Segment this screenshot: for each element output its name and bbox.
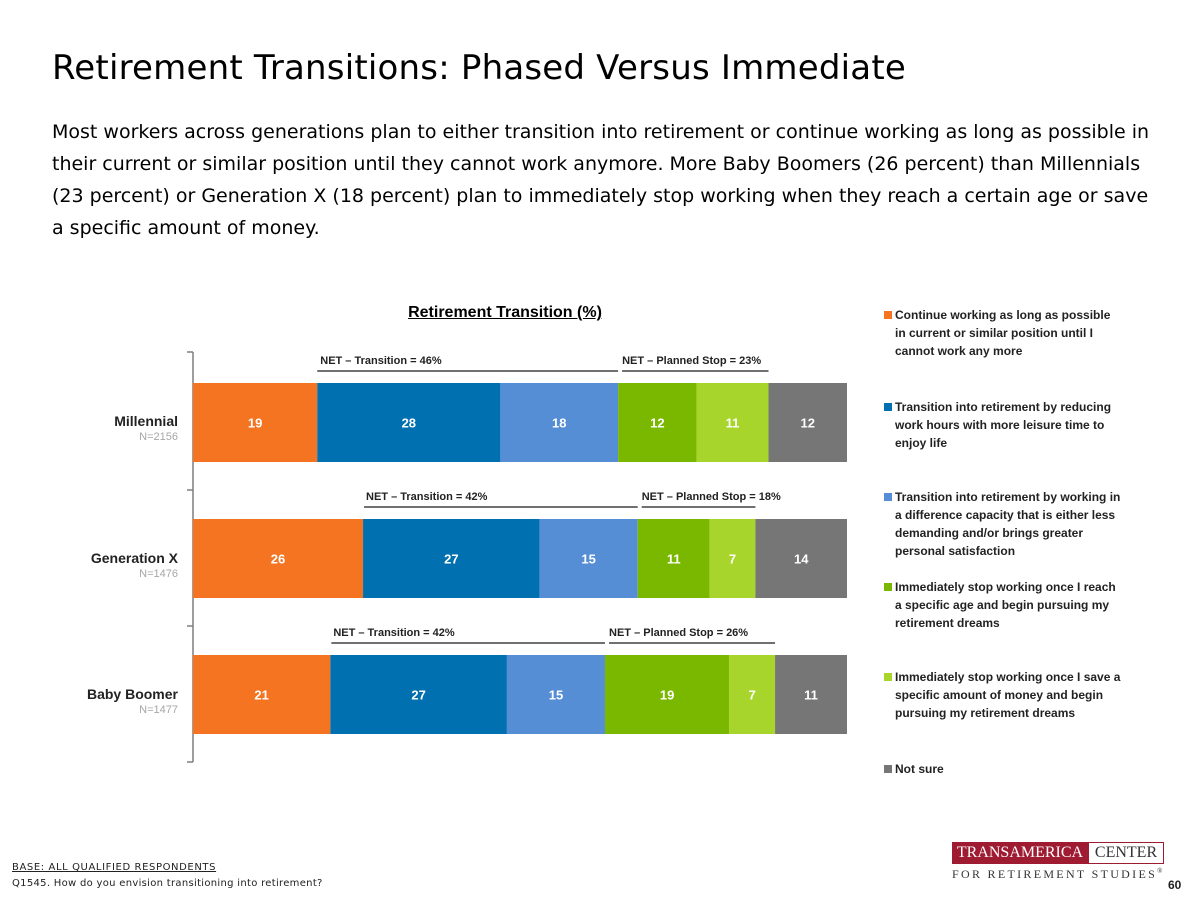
data-label: 27	[444, 552, 458, 567]
legend-label: Immediately stop working once I save a s…	[895, 670, 1121, 720]
bar-segment	[193, 519, 364, 598]
legend-label: Not sure	[895, 762, 944, 776]
page-subtitle: Most workers across generations plan to …	[52, 121, 1150, 239]
category-label: Baby Boomer	[86, 686, 178, 702]
page-number: 60	[1168, 878, 1182, 892]
data-label: 12	[801, 416, 815, 431]
bar-segment	[605, 655, 730, 734]
legend-swatch	[884, 765, 892, 773]
data-label: 7	[749, 688, 756, 703]
bar-segment	[539, 519, 638, 598]
data-label: 28	[402, 416, 416, 431]
data-label: 21	[254, 688, 268, 703]
data-label: 27	[411, 688, 425, 703]
logo-tagline: FOR RETIREMENT STUDIES®	[952, 867, 1168, 882]
data-label: 15	[581, 552, 595, 567]
data-label: 12	[650, 416, 664, 431]
row-label-generation-x: Generation X N=1476	[40, 550, 178, 580]
bar-segment	[330, 655, 507, 734]
sample-size-label: N=2156	[139, 431, 178, 443]
sample-size-label: N=1477	[139, 704, 178, 716]
net-transition-label: NET – Transition = 42%	[333, 627, 455, 639]
logo-name-part1: TRANSAMERICA	[952, 842, 1088, 864]
sample-size-label: N=1476	[139, 568, 178, 580]
net-planned-stop-label: NET – Planned Stop = 26%	[609, 627, 748, 639]
legend-swatch	[884, 403, 892, 411]
legend-item-stop-at-savings: Immediately stop working once I save a s…	[884, 668, 1124, 722]
legend-label: Continue working as long as possible in …	[895, 308, 1111, 358]
transamerica-logo: TRANSAMERICA CENTER FOR RETIREMENT STUDI…	[952, 842, 1168, 882]
base-note: BASE: ALL QUALIFIED RESPONDENTS	[12, 862, 217, 873]
row-label-millennial: Millennial N=2156	[40, 413, 178, 443]
data-label: 14	[794, 552, 809, 567]
legend-label: Transition into retirement by working in…	[895, 490, 1121, 558]
legend-item-stop-at-age: Immediately stop working once I reach a …	[884, 578, 1124, 632]
legend-item-reduce-hours: Transition into retirement by reducing w…	[884, 398, 1124, 452]
bar-segment	[618, 383, 697, 462]
bar-segment	[637, 519, 710, 598]
question-note: Q1545. How do you envision transitioning…	[12, 878, 323, 889]
bar-segment	[317, 383, 501, 462]
logo-mark: ®	[1157, 867, 1163, 875]
legend-swatch	[884, 583, 892, 591]
data-label: 7	[729, 552, 736, 567]
net-planned-stop-label: NET – Planned Stop = 23%	[622, 355, 761, 367]
data-label: 11	[726, 416, 740, 431]
legend-item-different-capacity: Transition into retirement by working in…	[884, 488, 1124, 560]
data-label: 15	[549, 688, 563, 703]
legend-swatch	[884, 673, 892, 681]
data-label: 19	[248, 416, 262, 431]
legend-label: Transition into retirement by reducing w…	[895, 400, 1112, 450]
bar-segment	[709, 519, 756, 598]
data-label: 11	[804, 688, 818, 703]
logo-name-part2: CENTER	[1088, 842, 1164, 864]
bar-segment	[729, 655, 776, 734]
category-label: Generation X	[90, 550, 178, 566]
row-label-baby-boomer: Baby Boomer N=1477	[40, 686, 178, 716]
bar-segment	[363, 519, 540, 598]
legend-item-not-sure: Not sure	[884, 760, 1124, 778]
bar-segment	[193, 383, 318, 462]
net-transition-label: NET – Transition = 46%	[320, 355, 442, 367]
data-label: 19	[660, 688, 674, 703]
legend-swatch	[884, 493, 892, 501]
bar-segment	[755, 519, 847, 598]
bar-segment	[768, 383, 847, 462]
data-label: 11	[667, 552, 681, 567]
net-transition-label: NET – Transition = 42%	[366, 491, 488, 503]
data-label: 26	[271, 552, 285, 567]
bar-segment	[696, 383, 769, 462]
bar-segment	[506, 655, 606, 734]
data-label: 18	[552, 416, 566, 431]
logo-tagline-text: FOR RETIREMENT STUDIES	[952, 867, 1158, 881]
legend-swatch	[884, 311, 892, 319]
bar-segment	[193, 655, 331, 734]
page-title: Retirement Transitions: Phased Versus Im…	[52, 48, 906, 88]
legend-item-continue-working: Continue working as long as possible in …	[884, 306, 1124, 360]
chart-title: Retirement Transition (%)	[408, 304, 602, 321]
legend-label: Immediately stop working once I reach a …	[895, 580, 1116, 630]
bar-segment	[775, 655, 847, 734]
bar-segment	[500, 383, 619, 462]
net-planned-stop-label: NET – Planned Stop = 18%	[642, 491, 781, 503]
category-label: Millennial	[114, 413, 178, 429]
